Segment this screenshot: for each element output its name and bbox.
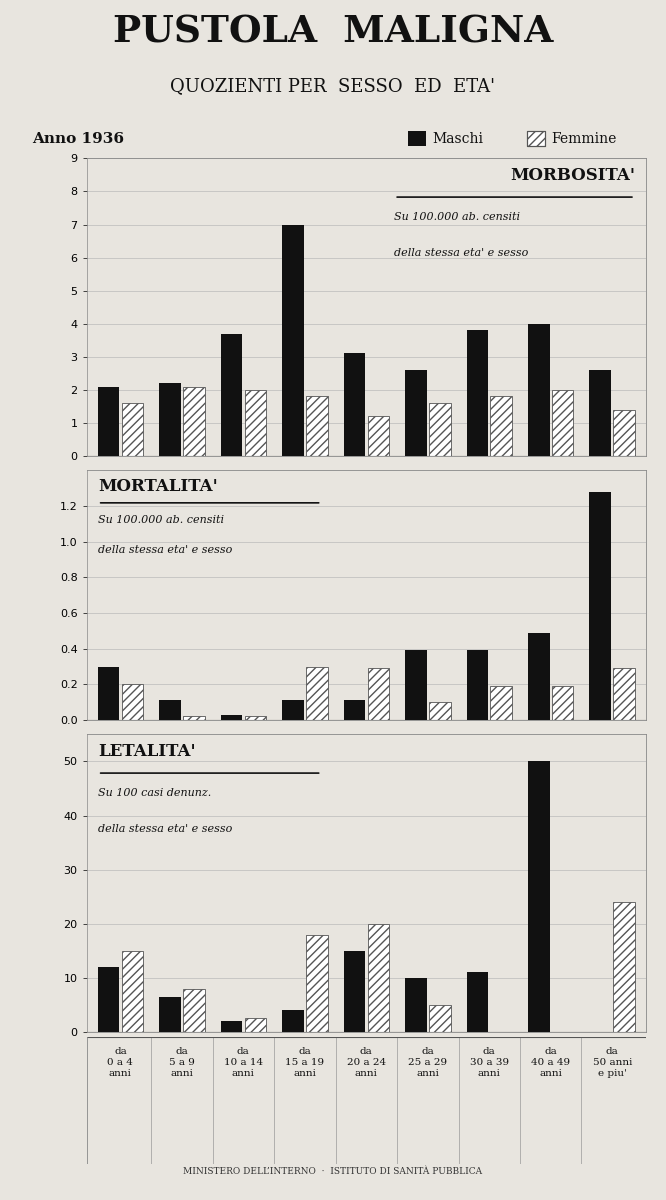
Bar: [159, 701, 180, 720]
Bar: [368, 416, 389, 456]
Text: da
40 a 49
anni: da 40 a 49 anni: [531, 1046, 570, 1078]
Bar: [613, 668, 635, 720]
Text: da
5 a 9
anni: da 5 a 9 anni: [169, 1046, 195, 1078]
Bar: [589, 370, 611, 456]
Bar: [527, 132, 545, 146]
Bar: [368, 924, 389, 1032]
Bar: [98, 967, 119, 1032]
Text: MORTALITA': MORTALITA': [98, 478, 218, 494]
Bar: [98, 666, 119, 720]
Bar: [244, 1019, 266, 1032]
Bar: [98, 386, 119, 456]
Bar: [244, 390, 266, 456]
Text: da
20 a 24
anni: da 20 a 24 anni: [347, 1046, 386, 1078]
Bar: [220, 334, 242, 456]
Text: Su 100.000 ab. censiti: Su 100.000 ab. censiti: [394, 212, 520, 222]
Bar: [490, 396, 512, 456]
Bar: [344, 950, 365, 1032]
Text: Femmine: Femmine: [551, 132, 616, 146]
Bar: [306, 396, 328, 456]
Bar: [183, 716, 204, 720]
Bar: [244, 716, 266, 720]
Text: PUSTOLA  MALIGNA: PUSTOLA MALIGNA: [113, 13, 553, 50]
Text: MINISTERO DELL’INTERNO  ·  ISTITUTO DI SANITÀ PUBBLICA: MINISTERO DELL’INTERNO · ISTITUTO DI SAN…: [183, 1166, 483, 1176]
Bar: [528, 632, 549, 720]
Bar: [527, 132, 545, 146]
Bar: [122, 684, 143, 720]
Bar: [528, 762, 549, 1032]
Text: da
50 anni
e piu': da 50 anni e piu': [593, 1046, 632, 1078]
Text: MORBOSITA': MORBOSITA': [510, 167, 635, 185]
Bar: [466, 330, 488, 456]
Text: da
25 a 29
anni: da 25 a 29 anni: [408, 1046, 448, 1078]
Bar: [552, 390, 573, 456]
Bar: [159, 997, 180, 1032]
Bar: [159, 383, 180, 456]
Text: da
0 a 4
anni: da 0 a 4 anni: [107, 1046, 133, 1078]
Text: LETALITA': LETALITA': [98, 743, 195, 761]
Bar: [282, 224, 304, 456]
Text: Su 100 casi denunz.: Su 100 casi denunz.: [98, 788, 211, 798]
Bar: [528, 324, 549, 456]
Bar: [552, 686, 573, 720]
Bar: [183, 989, 204, 1032]
Bar: [466, 650, 488, 720]
Bar: [220, 715, 242, 720]
Text: da
30 a 39
anni: da 30 a 39 anni: [470, 1046, 509, 1078]
Bar: [183, 386, 204, 456]
Bar: [405, 978, 426, 1032]
Text: da
15 a 19
anni: da 15 a 19 anni: [285, 1046, 324, 1078]
Bar: [466, 972, 488, 1032]
Bar: [613, 409, 635, 456]
Bar: [344, 701, 365, 720]
Bar: [282, 701, 304, 720]
Bar: [613, 902, 635, 1032]
Text: della stessa eta' e sesso: della stessa eta' e sesso: [394, 247, 529, 258]
Bar: [344, 354, 365, 456]
Bar: [408, 132, 426, 146]
Text: Maschi: Maschi: [432, 132, 483, 146]
Bar: [368, 668, 389, 720]
Bar: [490, 686, 512, 720]
Bar: [405, 370, 426, 456]
Text: della stessa eta' e sesso: della stessa eta' e sesso: [98, 823, 232, 834]
Bar: [282, 1010, 304, 1032]
Text: della stessa eta' e sesso: della stessa eta' e sesso: [98, 545, 232, 556]
Bar: [122, 950, 143, 1032]
Bar: [405, 650, 426, 720]
Bar: [122, 403, 143, 456]
Bar: [429, 702, 450, 720]
Bar: [306, 935, 328, 1032]
Text: QUOZIENTI PER  SESSO  ED  ETA': QUOZIENTI PER SESSO ED ETA': [170, 77, 496, 95]
Text: Anno 1936: Anno 1936: [33, 132, 125, 146]
Bar: [589, 492, 611, 720]
Text: Su 100.000 ab. censiti: Su 100.000 ab. censiti: [98, 515, 224, 526]
Text: da
10 a 14
anni: da 10 a 14 anni: [224, 1046, 263, 1078]
Bar: [429, 403, 450, 456]
Bar: [429, 1004, 450, 1032]
Bar: [306, 666, 328, 720]
Bar: [220, 1021, 242, 1032]
